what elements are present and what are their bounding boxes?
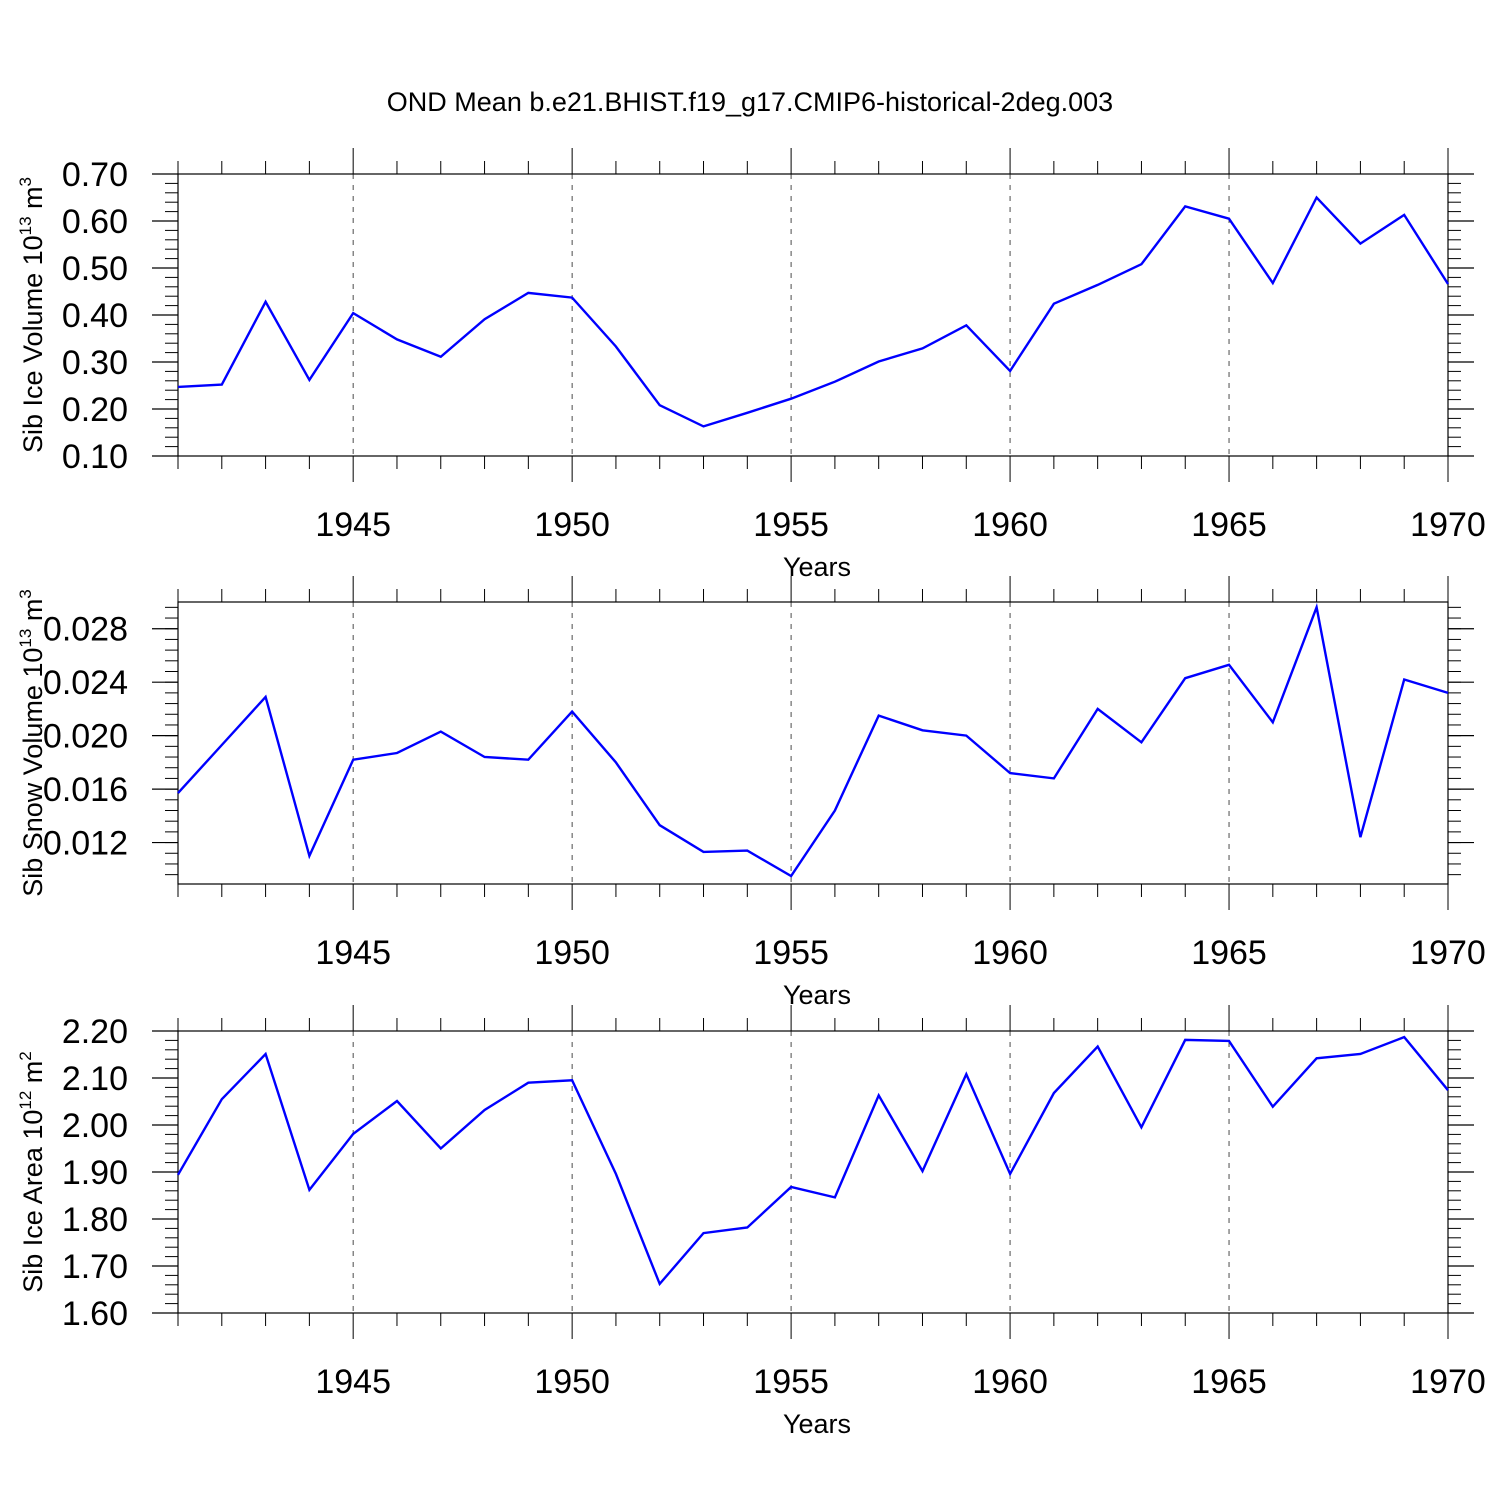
x-tick-label: 1965	[1191, 1363, 1267, 1401]
x-axis-label: Years	[783, 552, 851, 582]
x-tick-label: 1970	[1410, 1363, 1486, 1401]
x-tick-label: 1965	[1191, 506, 1267, 544]
panel-sib-ice-volume: 0.10 0.20 0.30 0.40 0.50 0.60 0.70 1945 1950 1955…	[16, 148, 1486, 582]
x-tick-label: 1945	[315, 1363, 391, 1401]
plot-frame	[177, 601, 1449, 885]
y-axis-label-exponent: 12	[16, 1091, 35, 1110]
figure-title: OND Mean b.e21.BHIST.f19_g17.CMIP6-histo…	[387, 87, 1113, 117]
series-line-sib-ice-area	[176, 1035, 1449, 1287]
y-axis-label-unit-exponent: 3	[16, 177, 35, 186]
y-axis-label-unit-exponent: 3	[16, 589, 35, 598]
x-tick-label: 1955	[753, 934, 829, 972]
x-axis-label: Years	[783, 980, 851, 1010]
panel-sib-snow-volume: 0.012 0.016 0.020 0.024 0.028 1945 1950 1955 196…	[16, 576, 1486, 1010]
chart-panels: 0.10 0.20 0.30 0.40 0.50 0.60 0.70 1945 1950 1955…	[16, 148, 1486, 1439]
x-tick-label: 1960	[972, 1363, 1048, 1401]
y-tick-label: 2.20	[62, 1013, 128, 1051]
y-axis-label-exponent: 13	[16, 216, 35, 235]
y-tick-label: 0.30	[62, 344, 128, 382]
x-axis-label: Years	[783, 1409, 851, 1439]
y-axis-label-text: Sib Ice Area 10	[18, 1110, 48, 1293]
y-tick-label: 0.70	[62, 156, 128, 194]
x-tick-label: 1960	[972, 506, 1048, 544]
y-tick-label: 0.028	[43, 611, 128, 649]
x-tick-label: 1950	[534, 1363, 610, 1401]
y-tick-label: 1.80	[62, 1201, 128, 1239]
y-tick-label: 1.90	[62, 1154, 128, 1192]
y-tick-label: 0.60	[62, 203, 128, 241]
x-tick-label: 1955	[753, 1363, 829, 1401]
y-axis-label-unit: m	[18, 186, 48, 216]
x-tick-label: 1970	[1410, 934, 1486, 972]
y-tick-label: 1.60	[62, 1295, 128, 1333]
y-axis-label-unit-exponent: 2	[16, 1051, 35, 1060]
y-axis-label-exponent: 13	[16, 629, 35, 648]
y-tick-label: 0.50	[62, 250, 128, 288]
series-line-sib-ice-volume	[177, 195, 1450, 428]
y-tick-label: 0.024	[43, 664, 128, 702]
y-tick-label: 2.10	[62, 1060, 128, 1098]
x-tick-label: 1950	[534, 506, 610, 544]
plot-frame	[177, 173, 1449, 457]
x-tick-label: 1965	[1191, 934, 1267, 972]
y-tick-label: 2.00	[62, 1107, 128, 1145]
y-tick-label: 0.020	[43, 718, 128, 756]
y-tick-label: 1.70	[62, 1248, 128, 1286]
y-tick-label: 0.012	[43, 825, 128, 863]
x-tick-label: 1945	[315, 506, 391, 544]
y-axis-label-text: Sib Ice Volume 10	[18, 235, 48, 453]
x-tick-label: 1950	[534, 934, 610, 972]
y-tick-label: 0.016	[43, 771, 128, 809]
x-tick-label: 1960	[972, 934, 1048, 972]
y-axis-label-text: Sib Snow Volume 10	[18, 648, 48, 897]
y-axis-label-unit: m	[18, 1061, 48, 1091]
series-line-sib-snow-volume	[177, 602, 1449, 878]
x-tick-label: 1970	[1410, 506, 1486, 544]
y-axis-label-unit: m	[18, 599, 48, 629]
x-tick-label: 1945	[315, 934, 391, 972]
y-tick-label: 0.20	[62, 391, 128, 429]
y-axis-label: Sib Ice Volume 1013 m3	[16, 177, 48, 453]
panel-sib-ice-area: 1.60 1.70 1.80 1.90 2.00 2.10 2.20 1945 1950 1955…	[16, 1005, 1486, 1439]
y-axis-label: Sib Snow Volume 1013 m3	[16, 589, 48, 897]
x-tick-label: 1955	[753, 506, 829, 544]
plot-frame	[177, 1030, 1449, 1314]
y-axis-label: Sib Ice Area 1012 m2	[16, 1051, 48, 1293]
y-tick-label: 0.40	[62, 297, 128, 335]
y-tick-label: 0.10	[62, 438, 128, 476]
